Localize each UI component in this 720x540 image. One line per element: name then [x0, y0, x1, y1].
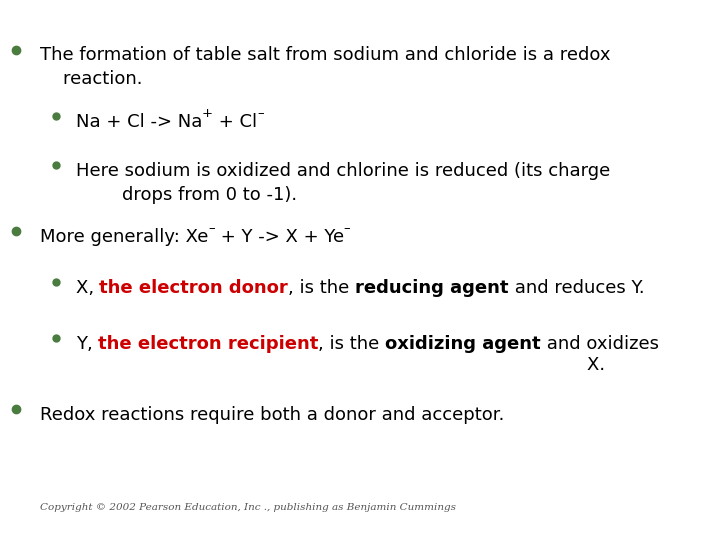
Text: + Y -> X + Ye: + Y -> X + Ye — [215, 228, 343, 246]
Text: Copyright © 2002 Pearson Education, Inc ., publishing as Benjamin Cummings: Copyright © 2002 Pearson Education, Inc … — [40, 503, 456, 512]
Text: Here sodium is oxidized and chlorine is reduced (its charge
        drops from 0: Here sodium is oxidized and chlorine is … — [76, 162, 610, 204]
Text: –: – — [343, 222, 351, 235]
Text: –: – — [257, 107, 264, 120]
Text: oxidizing agent: oxidizing agent — [385, 335, 541, 353]
Text: Y,: Y, — [76, 335, 98, 353]
Text: , is the: , is the — [318, 335, 385, 353]
Text: More generally: Xe: More generally: Xe — [40, 228, 208, 246]
Text: + Cl: + Cl — [213, 113, 257, 131]
Text: , is the: , is the — [288, 279, 355, 297]
Text: Redox reactions require both a donor and acceptor.: Redox reactions require both a donor and… — [40, 406, 504, 424]
Text: reducing agent: reducing agent — [355, 279, 509, 297]
Text: and oxidizes
        X.: and oxidizes X. — [541, 335, 659, 374]
Text: and reduces Y.: and reduces Y. — [509, 279, 644, 297]
Text: the electron donor: the electron donor — [99, 279, 288, 297]
Text: +: + — [202, 107, 213, 120]
Text: X,: X, — [76, 279, 99, 297]
Text: –: – — [208, 222, 215, 235]
Text: Na + Cl -> Na: Na + Cl -> Na — [76, 113, 202, 131]
Text: the electron recipient: the electron recipient — [98, 335, 318, 353]
Text: The formation of table salt from sodium and chloride is a redox
    reaction.: The formation of table salt from sodium … — [40, 46, 610, 87]
